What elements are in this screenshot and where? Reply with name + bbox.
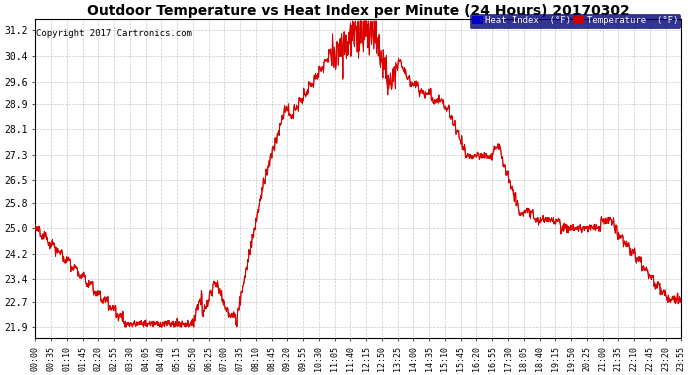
Legend: Heat Index  (°F), Temperature  (°F): Heat Index (°F), Temperature (°F) [470,14,680,27]
Text: Copyright 2017 Cartronics.com: Copyright 2017 Cartronics.com [36,29,192,38]
Title: Outdoor Temperature vs Heat Index per Minute (24 Hours) 20170302: Outdoor Temperature vs Heat Index per Mi… [87,4,630,18]
